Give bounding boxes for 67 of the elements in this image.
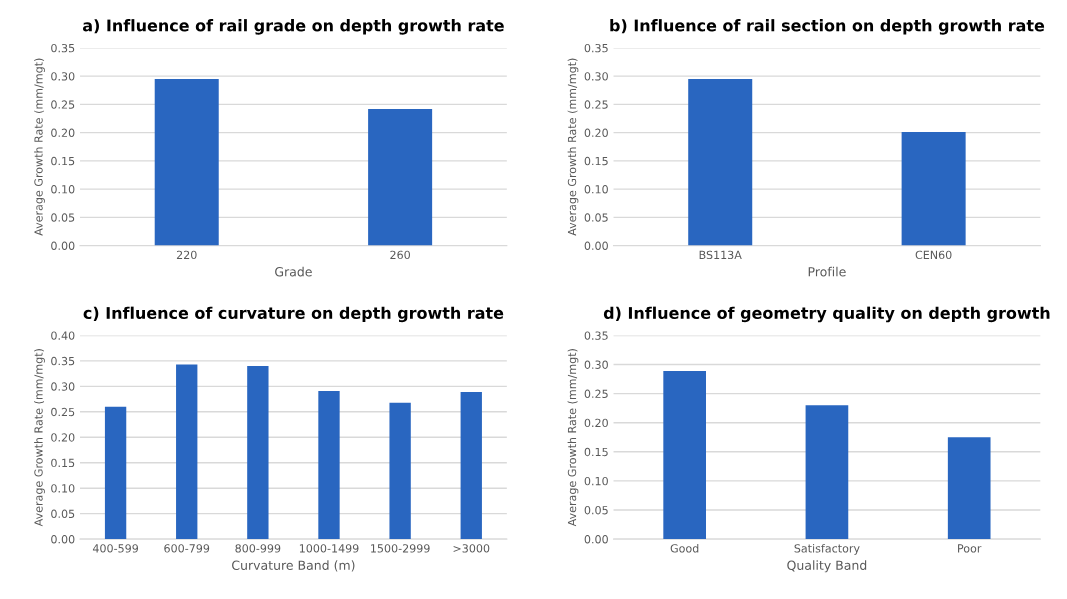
x-tick-label: 260	[390, 250, 410, 260]
x-tick-label: BS113A	[699, 250, 742, 260]
y-tick-label: 0.05	[51, 509, 75, 519]
y-tick-label: 0.25	[51, 100, 75, 109]
y-axis-title: Average Growth Rate (mm/mgt)	[34, 349, 45, 527]
x-tick-label: 220	[176, 250, 197, 260]
bar	[460, 391, 482, 540]
x-axis-title: Profile	[808, 266, 846, 277]
x-tick-label: CEN60	[915, 250, 952, 260]
y-tick-label: 0.25	[584, 389, 608, 399]
y-tick-label: 0.00	[51, 535, 75, 544]
y-axis-title: Average Growth Rate (mm/mgt)	[567, 349, 579, 527]
x-tick-label: 1000-1499	[299, 544, 359, 553]
y-tick-label: 0.15	[584, 447, 608, 457]
y-tick-label: 0.35	[51, 43, 75, 53]
bar	[104, 406, 127, 540]
x-tick-label: >3000	[453, 544, 490, 553]
x-tick-label: 400-599	[92, 544, 139, 553]
x-tick-label: 800-999	[235, 544, 281, 553]
x-tick-label: 600-799	[164, 544, 210, 553]
y-tick-label: 0.30	[51, 72, 75, 81]
bar	[663, 370, 706, 540]
y-axis-title: Average Growth Rate (mm/mgt)	[567, 58, 579, 236]
y-tick-label: 0.30	[51, 382, 75, 391]
x-tick-label: Poor	[958, 544, 982, 553]
y-tick-label: 0.30	[584, 72, 608, 81]
y-tick-label: 0.10	[584, 476, 608, 486]
y-tick-label: 0.05	[51, 213, 75, 222]
y-tick-label: 0.00	[584, 535, 608, 544]
y-tick-label: 0.35	[51, 356, 75, 366]
y-axis-title: Average Growth Rate (mm/mgt)	[34, 58, 45, 236]
bar	[805, 405, 849, 540]
bar	[947, 437, 991, 540]
y-tick-label: 0.40	[51, 331, 75, 340]
chart-title: a) Influence of rail grade on depth growth rate	[82, 19, 504, 35]
y-tick-label: 0.25	[51, 407, 75, 417]
x-tick-label: Good	[670, 543, 699, 553]
y-tick-label: 0.00	[51, 241, 75, 250]
y-tick-label: 0.20	[51, 433, 75, 442]
y-tick-label: 0.15	[51, 156, 75, 166]
x-axis-title: Quality Band	[787, 560, 867, 573]
y-tick-label: 0.15	[584, 156, 608, 166]
x-tick-label: 1500-2999	[371, 544, 430, 553]
y-tick-label: 0.30	[584, 360, 608, 369]
y-tick-label: 0.20	[584, 418, 608, 428]
y-tick-label: 0.25	[584, 100, 608, 109]
y-tick-label: 0.10	[584, 185, 608, 194]
y-tick-label: 0.35	[584, 331, 608, 340]
chart-title: c) Influence of curvature on depth growth rate	[83, 306, 504, 323]
y-tick-label: 0.10	[51, 484, 75, 493]
x-tick-label: Satisfactory	[794, 543, 860, 555]
x-axis-title: Grade	[275, 266, 312, 277]
y-tick-label: 0.20	[584, 128, 608, 138]
y-tick-label: 0.15	[51, 458, 75, 468]
y-tick-label: 0.05	[584, 505, 608, 515]
bar	[389, 402, 411, 540]
y-tick-label: 0.20	[51, 128, 75, 138]
y-tick-label: 0.35	[584, 43, 608, 53]
y-tick-label: 0.00	[584, 241, 608, 250]
bar	[247, 365, 269, 540]
chart-title: d) Influence of geometry quality on depth growth	[603, 306, 1050, 323]
bar	[176, 364, 198, 540]
bar	[318, 390, 340, 540]
chart-title: b) Influence of rail section on depth growth rate	[610, 19, 1045, 35]
x-axis-title: Curvature Band (m)	[232, 560, 355, 572]
y-tick-label: 0.05	[584, 213, 608, 222]
y-tick-label: 0.10	[51, 185, 75, 194]
